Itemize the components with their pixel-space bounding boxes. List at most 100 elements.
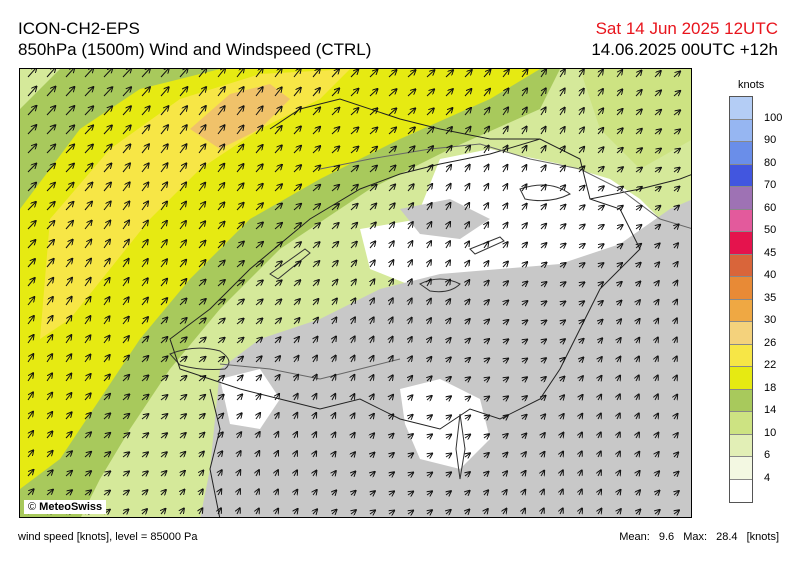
wind-arrow bbox=[408, 260, 412, 268]
legend-label: 30 bbox=[764, 314, 777, 326]
wind-arrow bbox=[312, 204, 320, 211]
legend-label: 35 bbox=[764, 291, 777, 304]
wind-arrow bbox=[655, 394, 658, 401]
wind-arrow bbox=[655, 244, 660, 249]
wind-arrow bbox=[427, 318, 431, 325]
wind-arrow bbox=[370, 260, 375, 268]
wind-arrow bbox=[388, 128, 396, 135]
legend-swatch bbox=[730, 412, 752, 435]
wind-arrow bbox=[294, 413, 297, 420]
wind-arrow bbox=[179, 240, 186, 249]
wind-arrow bbox=[446, 203, 450, 211]
border-switzerland bbox=[169, 138, 641, 430]
wind-arrow bbox=[84, 221, 92, 230]
wind-arrow bbox=[141, 452, 148, 457]
wind-arrow bbox=[351, 375, 354, 382]
wind-arrow bbox=[636, 263, 641, 267]
wind-arrow bbox=[46, 125, 55, 135]
wind-arrow bbox=[275, 451, 278, 458]
wind-arrow bbox=[256, 509, 259, 515]
wind-arrow bbox=[673, 149, 680, 153]
wind-arrow bbox=[46, 202, 55, 211]
legend-label: 100 bbox=[764, 111, 783, 124]
wind-arrow bbox=[331, 242, 338, 249]
wind-arrow bbox=[674, 318, 677, 325]
wind-arrow bbox=[655, 300, 659, 305]
wind-arrow bbox=[313, 356, 317, 363]
wind-arrow bbox=[84, 393, 91, 401]
wind-arrow bbox=[312, 146, 320, 154]
wind-arrow bbox=[312, 242, 320, 249]
river-rhine bbox=[319, 143, 691, 229]
wind-arrow bbox=[84, 452, 91, 458]
wind-arrow bbox=[274, 126, 282, 135]
wind-arrow bbox=[674, 243, 678, 248]
wind-arrow bbox=[408, 473, 413, 477]
wind-arrow bbox=[103, 297, 110, 306]
legend-label: 80 bbox=[764, 156, 777, 169]
wind-band-north-edge bbox=[580, 69, 691, 169]
wind-arrow bbox=[426, 146, 433, 154]
wind-arrow bbox=[484, 222, 488, 230]
wind-arrow bbox=[522, 471, 526, 476]
wind-arrow bbox=[427, 510, 432, 514]
wind-arrow bbox=[312, 185, 320, 192]
legend-swatch bbox=[730, 187, 752, 210]
wind-arrow bbox=[350, 185, 358, 192]
wind-arrow bbox=[655, 510, 660, 514]
wind-arrow bbox=[65, 221, 73, 230]
wind-arrow bbox=[294, 509, 298, 514]
wind-arrow bbox=[103, 164, 111, 173]
wind-arrow bbox=[103, 452, 110, 457]
wind-arrow bbox=[27, 69, 37, 78]
wind-arrow bbox=[46, 69, 56, 78]
legend-label: 4 bbox=[764, 471, 771, 484]
wind-arrow bbox=[655, 338, 658, 344]
wind-arrow bbox=[274, 145, 282, 154]
wind-arrow bbox=[179, 395, 186, 400]
wind-arrow bbox=[617, 244, 622, 248]
wind-arrow bbox=[256, 432, 260, 439]
wind-arrow bbox=[313, 432, 316, 439]
wind-arrow bbox=[426, 108, 434, 116]
wind-arrow bbox=[103, 221, 110, 230]
wind-arrow bbox=[46, 259, 54, 268]
wind-arrow bbox=[275, 490, 278, 496]
wind-arrow bbox=[198, 395, 205, 400]
wind-arrow bbox=[27, 335, 34, 344]
wind-arrow bbox=[350, 223, 357, 230]
wind-arrow bbox=[522, 415, 527, 419]
wind-arrow bbox=[427, 434, 432, 438]
wind-arrow bbox=[635, 168, 642, 173]
legend-swatch bbox=[730, 119, 752, 142]
wind-arrow bbox=[502, 89, 509, 97]
wind-arrow bbox=[256, 413, 260, 420]
wind-arrow bbox=[350, 242, 357, 249]
wind-arrow bbox=[351, 433, 355, 438]
wind-arrow bbox=[46, 335, 52, 344]
wind-arrow bbox=[446, 377, 451, 381]
wind-arrow bbox=[141, 202, 148, 211]
wind-arrow bbox=[560, 470, 563, 477]
wind-arrow bbox=[484, 320, 489, 325]
wind-arrow bbox=[388, 203, 395, 211]
wind-arrow bbox=[27, 202, 36, 211]
wind-arrow bbox=[351, 472, 355, 477]
wind-arrow bbox=[122, 163, 130, 173]
wind-arrow bbox=[198, 280, 206, 287]
wind-arrow bbox=[559, 224, 566, 229]
wind-arrow bbox=[446, 184, 451, 192]
wind-arrow bbox=[46, 278, 53, 287]
wind-arrow bbox=[312, 261, 319, 268]
wind-arrow bbox=[350, 166, 358, 173]
wind-arrow bbox=[179, 433, 186, 438]
wind-arrow bbox=[179, 106, 187, 116]
wind-arrow bbox=[255, 164, 263, 173]
wind-arrow bbox=[388, 147, 396, 154]
wind-arrow bbox=[370, 414, 374, 419]
wind-arrow bbox=[179, 414, 186, 419]
wind-map-canvas bbox=[20, 69, 691, 517]
wind-arrow bbox=[46, 183, 55, 192]
wind-arrow bbox=[540, 263, 547, 267]
wind-arrow bbox=[408, 318, 412, 325]
